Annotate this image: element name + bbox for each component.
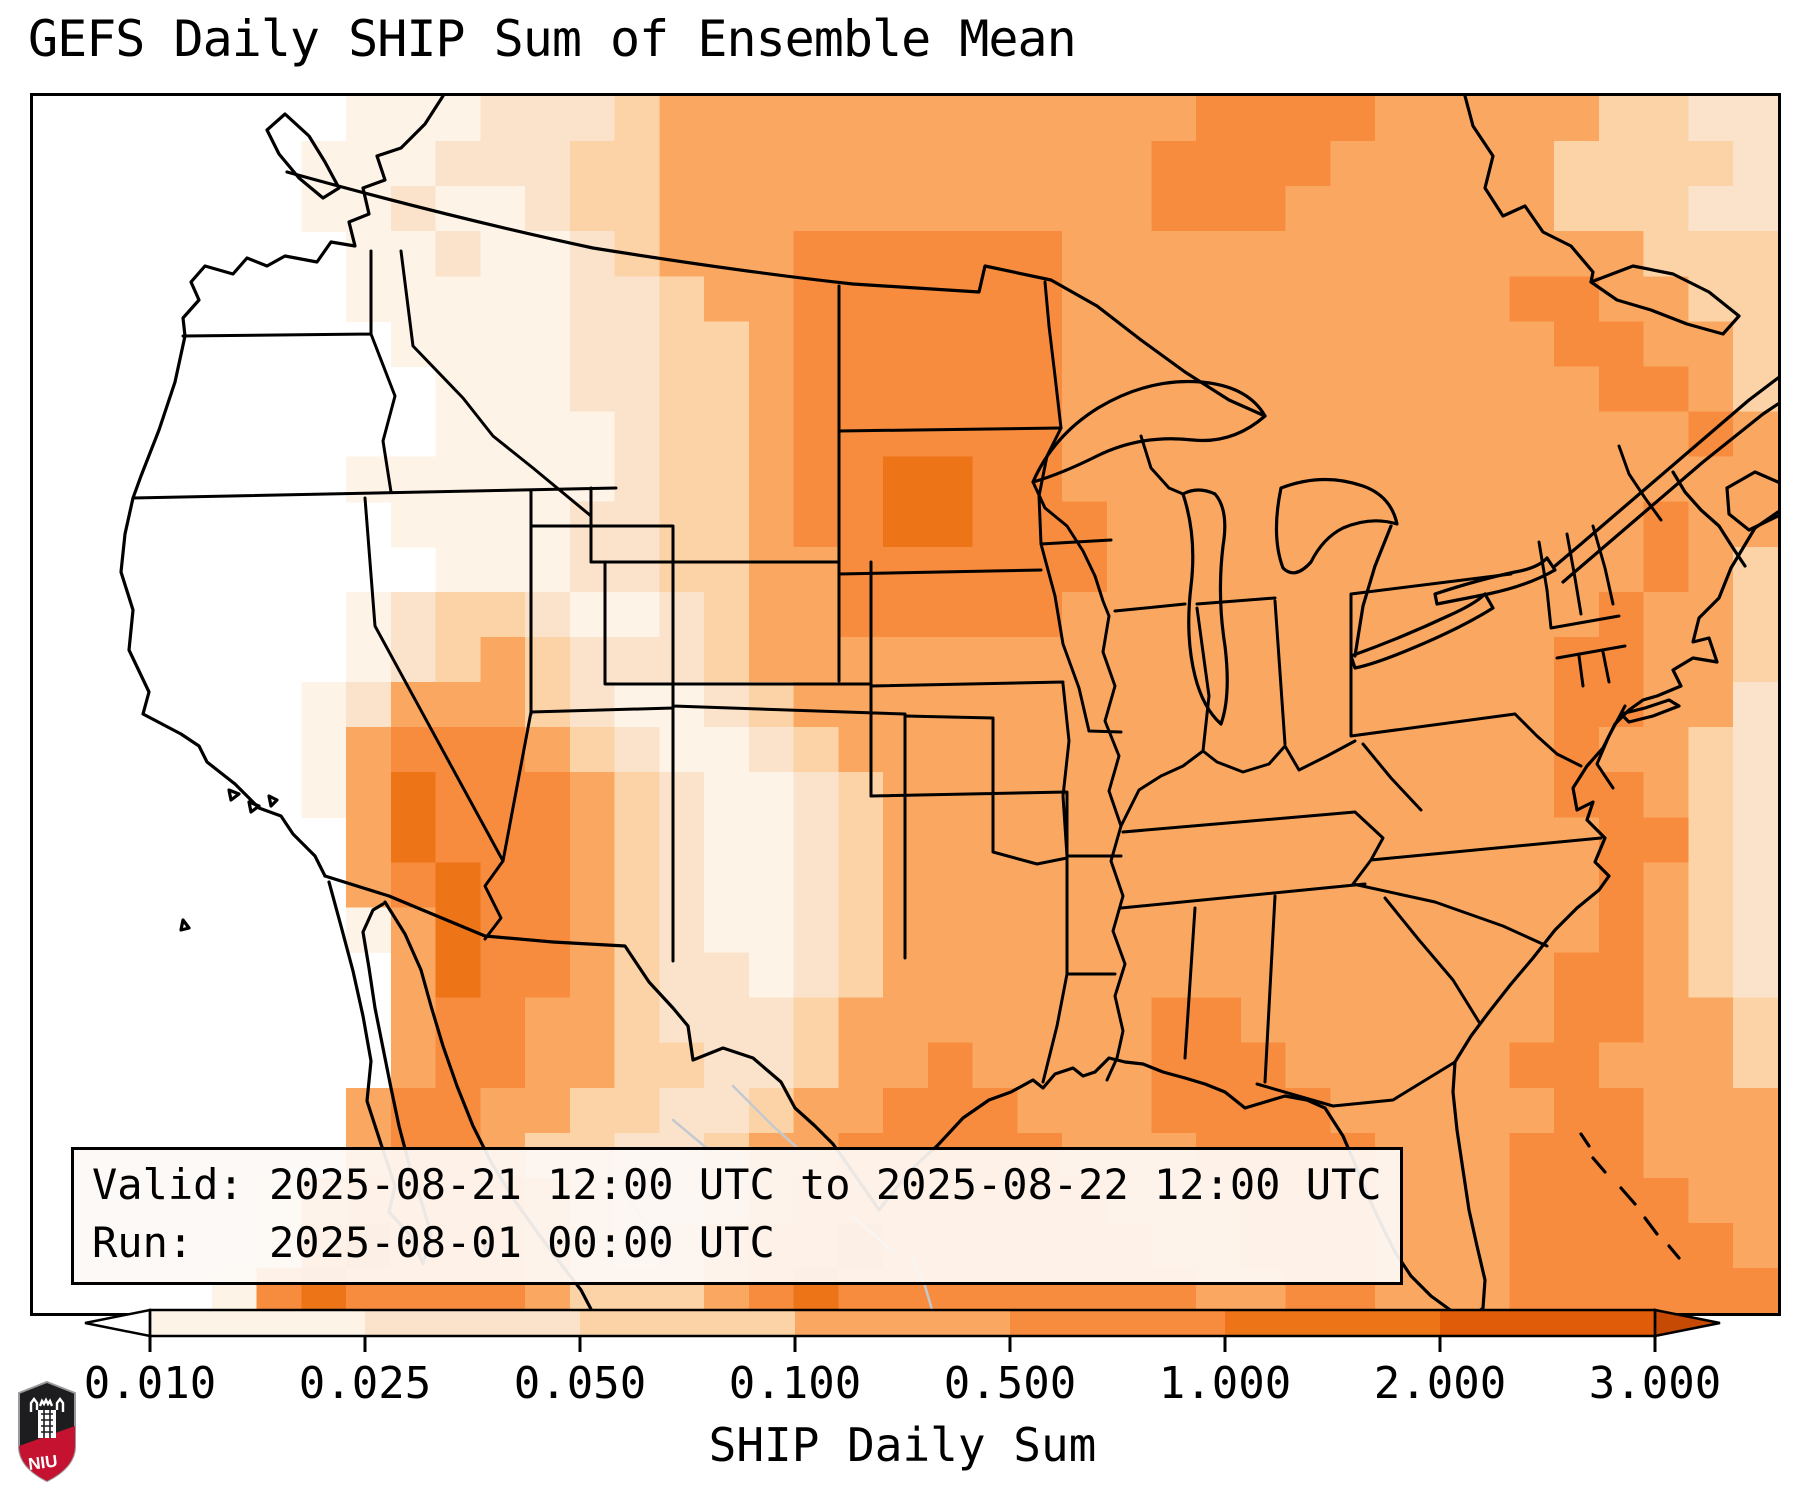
colorbar-tick-1.000: 1.000 <box>1159 1358 1291 1409</box>
run-time-text: Run: 2025-08-01 00:00 UTC <box>92 1218 775 1267</box>
great-lakes-erie <box>1349 592 1495 670</box>
plains-state-lines <box>837 426 1123 1084</box>
western-state-lines <box>131 249 907 963</box>
conus-ship-map <box>119 96 1778 1313</box>
plot-title: GEFS Daily SHIP Sum of Ensemble Mean <box>28 10 1077 68</box>
newengland-lines <box>1537 444 1663 790</box>
great-lakes-huron <box>1274 477 1399 575</box>
niu-castle-icon <box>29 1397 65 1438</box>
colorbar-axis-label: SHIP Daily Sum <box>708 1418 1097 1472</box>
niu-logo-text: NIU <box>27 1452 58 1474</box>
us-canada-border <box>285 170 1267 418</box>
colorbar-tick-0.025: 0.025 <box>299 1358 431 1409</box>
valid-run-annotation-box: Valid: 2025-08-21 12:00 UTC to 2025-08-2… <box>71 1147 1403 1285</box>
upper-midwest-lines <box>1031 280 1287 753</box>
ship-value-grid <box>212 96 1778 1313</box>
colorbar-tick-0.500: 0.500 <box>944 1358 1076 1409</box>
state-borders <box>131 249 1663 1108</box>
colorbar: 0.010 0.025 0.050 0.100 0.500 1.000 2.000 3.000 <box>84 1308 1721 1409</box>
vancouver-island <box>265 112 341 200</box>
great-lakes-michigan <box>1181 488 1229 726</box>
map-frame: Valid: 2025-08-21 12:00 UTC to 2025-08-2… <box>30 93 1781 1316</box>
detroit-connector <box>1353 524 1393 658</box>
gulf-atlantic-coastline <box>877 510 1778 1313</box>
mississippi-river <box>1101 614 1127 1082</box>
ohio-river <box>1119 739 1357 828</box>
colorbar-tick-0.010: 0.010 <box>84 1358 216 1409</box>
colorbar-tick-2.000: 2.000 <box>1374 1358 1506 1409</box>
niu-logo: NIU <box>18 1380 76 1483</box>
niu-shield-red-band <box>19 1426 75 1481</box>
midatlantic-lines <box>1349 572 1583 812</box>
colorbar-tick-0.050: 0.050 <box>514 1358 646 1409</box>
colorbar-tick-0.100: 0.100 <box>729 1358 861 1409</box>
southeast-lines <box>1119 810 1603 1108</box>
valid-time-text: Valid: 2025-08-21 12:00 UTC to 2025-08-2… <box>92 1160 1382 1209</box>
us-mexico-border <box>323 874 881 1212</box>
colorbar-tick-3.000: 3.000 <box>1589 1358 1721 1409</box>
nova-scotia-coast <box>1725 470 1778 532</box>
great-lakes-superior <box>1031 379 1267 484</box>
maritimes-coast <box>1671 470 1747 568</box>
gaspe-coast <box>1463 96 1741 336</box>
